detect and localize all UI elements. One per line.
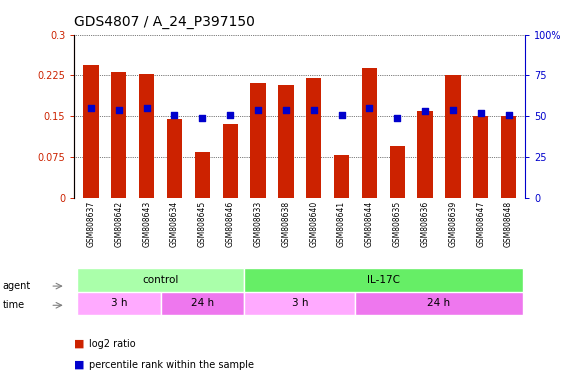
Bar [167,119,182,198]
Text: percentile rank within the sample: percentile rank within the sample [89,360,254,370]
Point [282,107,291,113]
Text: 24 h: 24 h [428,298,451,308]
Bar [334,155,349,198]
Bar [356,291,522,315]
Text: GSM808640: GSM808640 [309,201,318,247]
Bar [473,116,488,198]
Point [476,110,485,116]
Text: GSM808636: GSM808636 [421,201,429,247]
Text: agent: agent [3,281,31,291]
Text: 3 h: 3 h [292,298,308,308]
Bar [83,65,99,198]
Bar [244,268,522,291]
Point [226,112,235,118]
Text: GSM808645: GSM808645 [198,201,207,247]
Point [504,112,513,118]
Bar [278,85,293,198]
Bar [501,116,516,198]
Text: control: control [142,275,179,285]
Bar [77,291,160,315]
Bar [250,83,266,198]
Point [365,105,374,111]
Bar [223,124,238,198]
Text: GSM808647: GSM808647 [476,201,485,247]
Point [198,115,207,121]
Bar [111,72,126,198]
Bar [362,68,377,198]
Text: 24 h: 24 h [191,298,214,308]
Bar [389,146,405,198]
Point [170,112,179,118]
Point [142,105,151,111]
Point [420,108,429,114]
Point [86,105,95,111]
Text: GSM808646: GSM808646 [226,201,235,247]
Text: GSM808648: GSM808648 [504,201,513,247]
Point [254,107,263,113]
Text: GSM808638: GSM808638 [282,201,290,247]
Text: GSM808644: GSM808644 [365,201,374,247]
Text: 3 h: 3 h [111,298,127,308]
Text: GSM808637: GSM808637 [86,201,95,247]
Text: GSM808642: GSM808642 [114,201,123,247]
Point [309,107,318,113]
Text: ■: ■ [74,339,85,349]
Bar [445,75,461,198]
Bar [139,74,154,198]
Text: time: time [3,300,25,310]
Bar [160,291,244,315]
Text: GSM808634: GSM808634 [170,201,179,247]
Bar [244,291,356,315]
Text: GSM808633: GSM808633 [254,201,263,247]
Point [337,112,346,118]
Bar [306,78,321,198]
Text: GSM808635: GSM808635 [393,201,402,247]
Text: GSM808643: GSM808643 [142,201,151,247]
Text: IL-17C: IL-17C [367,275,400,285]
Bar [77,268,244,291]
Text: ■: ■ [74,360,85,370]
Point [448,107,457,113]
Text: GSM808641: GSM808641 [337,201,346,247]
Point [393,115,402,121]
Text: GDS4807 / A_24_P397150: GDS4807 / A_24_P397150 [74,15,255,29]
Bar [417,111,433,198]
Text: log2 ratio: log2 ratio [89,339,135,349]
Text: GSM808639: GSM808639 [448,201,457,247]
Point [114,107,123,113]
Bar [195,152,210,198]
